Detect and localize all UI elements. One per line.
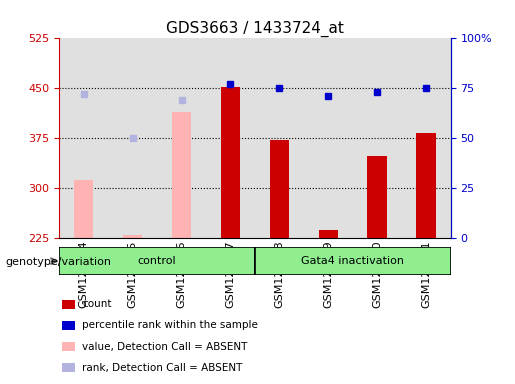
Bar (171, 112, 191, 238)
Text: Gata4 inactivation: Gata4 inactivation (301, 256, 404, 266)
Bar (367, 156, 387, 238)
Bar (255, 247, 451, 275)
Text: genotype/variation: genotype/variation (5, 257, 111, 267)
Bar (416, 133, 436, 238)
Bar (123, 235, 142, 238)
Text: control: control (138, 256, 176, 266)
Title: GDS3663 / 1433724_at: GDS3663 / 1433724_at (166, 21, 344, 37)
Bar (318, 230, 338, 238)
Text: rank, Detection Call = ABSENT: rank, Detection Call = ABSENT (82, 362, 243, 373)
Text: value, Detection Call = ABSENT: value, Detection Call = ABSENT (82, 341, 248, 352)
Bar (269, 140, 289, 238)
Bar (220, 87, 240, 238)
Bar (59, 247, 255, 275)
Text: count: count (82, 299, 112, 310)
Text: percentile rank within the sample: percentile rank within the sample (82, 320, 259, 331)
Bar (74, 180, 94, 238)
